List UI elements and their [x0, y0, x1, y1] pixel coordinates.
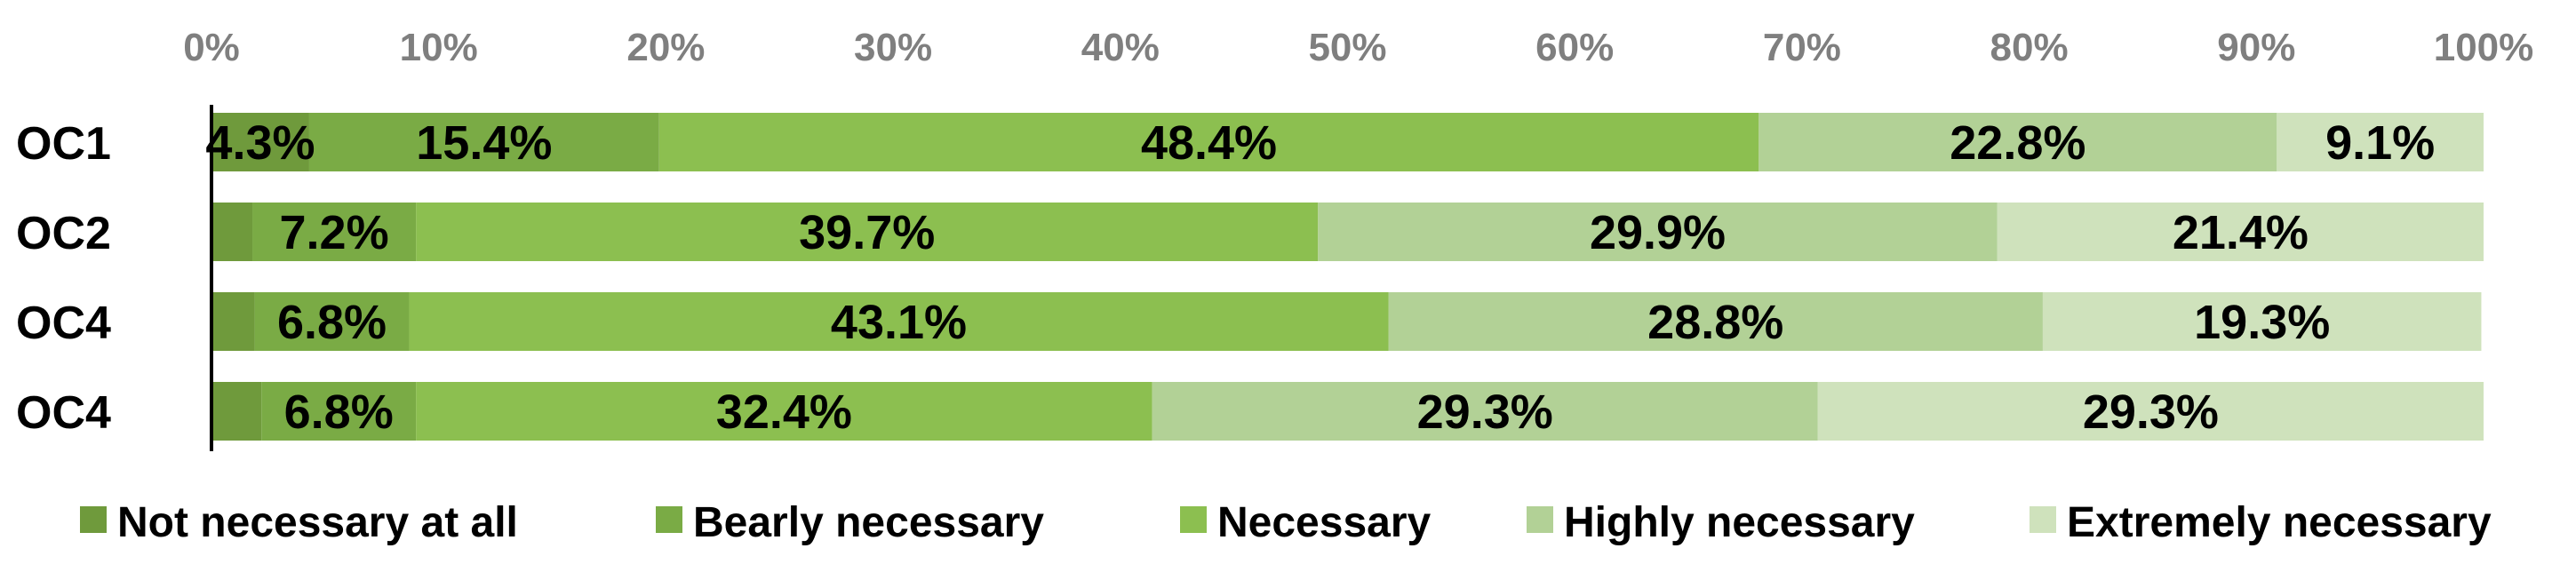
legend-label: Highly necessary — [1564, 499, 1915, 546]
x-tick-label: 100% — [2434, 26, 2534, 69]
data-labels-layer: 4.3% 15.4% 48.4% 22.8% 9.1% 7.2% 39.7% 29.9% 21.… — [205, 116, 2435, 439]
data-label: 22.8% — [1950, 116, 2086, 170]
data-label: 43.1% — [831, 296, 967, 349]
data-label: 21.4% — [2173, 206, 2309, 259]
x-tick-label: 30% — [854, 26, 932, 69]
bar-4-series-2 — [261, 382, 417, 441]
x-tick-label: 40% — [1081, 26, 1160, 69]
bar-2-series-4 — [1318, 203, 1998, 261]
data-label: 9.1% — [2325, 116, 2435, 170]
bar-2-series-1 — [211, 203, 253, 261]
legend-label: Bearly necessary — [693, 499, 1044, 546]
legend-swatch — [2030, 506, 2056, 533]
bar-2-series-5 — [1997, 203, 2484, 261]
x-tick-label: 0% — [183, 26, 240, 69]
category-label: OC1 — [16, 118, 111, 170]
x-tick-label: 80% — [1990, 26, 2069, 69]
data-label: 32.4% — [716, 385, 852, 439]
data-label: 19.3% — [2194, 296, 2330, 349]
data-label: 4.3% — [205, 116, 315, 170]
legend-label: Necessary — [1217, 499, 1432, 546]
legend-label: Not necessary at all — [117, 499, 518, 546]
legend: Not necessary at all Bearly necessary Nece… — [80, 499, 2492, 546]
legend-label: Extremely necessary — [2067, 499, 2492, 546]
legend-swatch — [80, 506, 107, 533]
axis-layer: 0% 10% 20% 30% 40% 50% 60% 70% 80% 90% 100% OC1 OC2 O… — [16, 26, 2533, 451]
data-label: 6.8% — [284, 385, 394, 439]
data-label: 39.7% — [799, 206, 935, 259]
category-label: OC2 — [16, 208, 111, 259]
x-tick-label: 60% — [1535, 26, 1614, 69]
bar-3-series-4 — [1388, 292, 2043, 351]
x-tick-label: 90% — [2217, 26, 2295, 69]
bar-1-series-2 — [308, 113, 659, 171]
bar-3-series-2 — [254, 292, 410, 351]
category-label: OC4 — [16, 298, 111, 349]
data-label: 7.2% — [280, 206, 389, 259]
legend-swatch — [1180, 506, 1207, 533]
bar-4-series-1 — [211, 382, 262, 441]
x-tick-label: 10% — [400, 26, 478, 69]
bar-1-series-4 — [1759, 113, 2277, 171]
data-label: 29.3% — [1417, 385, 1553, 439]
bar-4-series-5 — [1817, 382, 2484, 441]
bar-3-series-1 — [211, 292, 255, 351]
bars-layer — [211, 113, 2484, 441]
data-label: 28.8% — [1647, 296, 1783, 349]
data-label: 48.4% — [1141, 116, 1277, 170]
data-label: 15.4% — [416, 116, 552, 170]
x-tick-label: 20% — [626, 26, 705, 69]
bar-2-series-3 — [416, 203, 1319, 261]
bar-2-series-2 — [252, 203, 417, 261]
bar-4-series-4 — [1152, 382, 1818, 441]
bar-4-series-3 — [416, 382, 1152, 441]
data-label: 29.9% — [1590, 206, 1726, 259]
bar-1-series-3 — [658, 113, 1759, 171]
bar-3-series-5 — [2042, 292, 2482, 351]
legend-swatch — [656, 506, 682, 533]
bar-1-series-1 — [211, 113, 309, 171]
bar-3-series-3 — [409, 292, 1389, 351]
category-label: OC4 — [16, 387, 111, 439]
x-tick-label: 70% — [1763, 26, 1841, 69]
data-label: 6.8% — [277, 296, 387, 349]
data-label: 29.3% — [2083, 385, 2219, 439]
x-tick-label: 50% — [1308, 26, 1386, 69]
legend-swatch — [1527, 506, 1553, 533]
bar-1-series-5 — [2277, 113, 2484, 171]
